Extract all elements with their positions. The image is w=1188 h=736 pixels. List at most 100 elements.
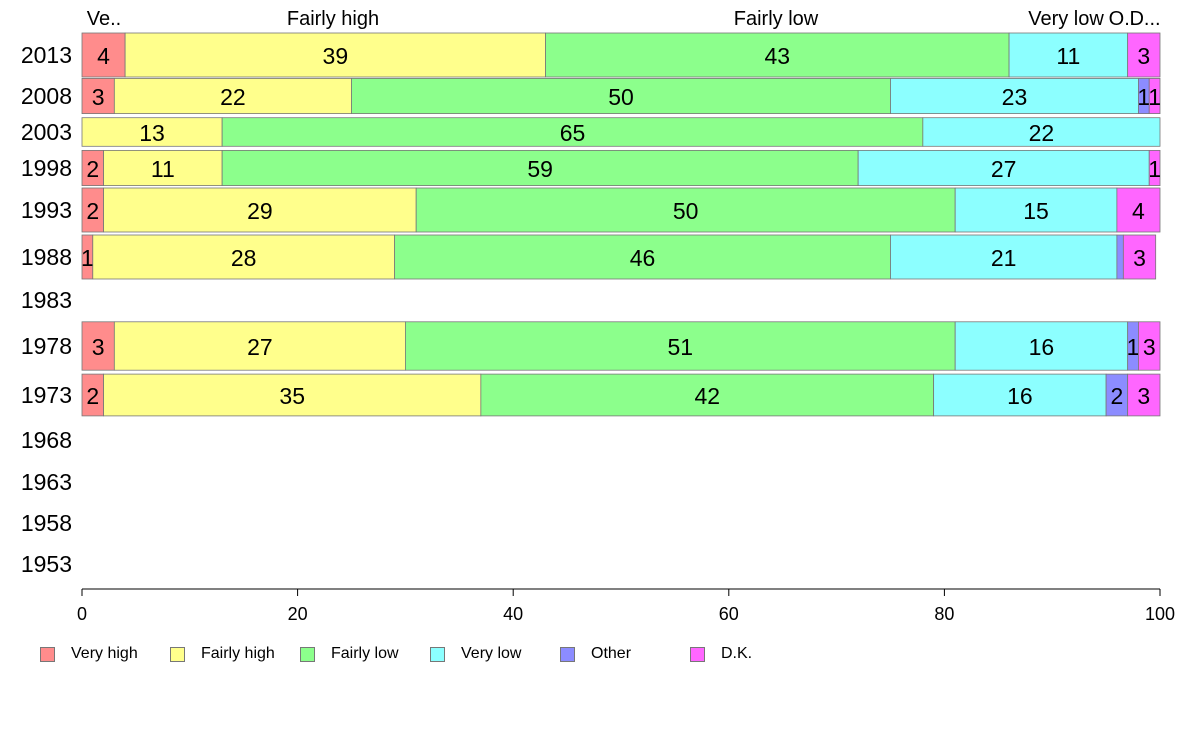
data-label: 22 [220,84,246,110]
data-label: 13 [139,120,165,146]
data-label: 1 [1148,156,1161,182]
bar-segment [81,78,115,115]
bar-segment [857,149,1150,186]
y-tick-label: 1998 [21,155,72,181]
y-tick-label: 2003 [21,119,72,145]
bar-segment [480,373,935,417]
legend-label: Very low [461,645,522,662]
bar-segment [954,187,1118,233]
bar-segment [113,321,406,371]
chart-legend: Very high Fairly high Fairly low Very low Ot… [40,645,1140,667]
data-label: 4 [97,43,110,69]
data-label: 4 [1132,198,1145,224]
data-label: 29 [247,198,273,224]
data-label: 1 [1137,84,1150,110]
y-tick-label: 1963 [21,469,72,495]
bar-segment [81,321,115,371]
y-tick-label: 1958 [21,510,72,536]
bar-segment [351,78,891,115]
bar-segment [103,187,417,233]
data-label: 3 [1143,334,1156,360]
legend-item: Very high [40,645,138,663]
data-label: 65 [560,120,586,146]
bar-segment [1138,321,1161,371]
bar-segment [124,32,546,78]
x-tick-label: 100 [1145,604,1175,624]
bar-segment [890,234,1118,280]
bar-segment [890,78,1139,115]
legend-label: Other [591,645,632,662]
data-label: 15 [1023,198,1049,224]
legend-label: Fairly low [331,645,399,662]
legend-swatch [690,646,705,662]
data-label: 42 [694,383,720,409]
bar-segment [221,117,924,147]
y-tick-label: 1983 [21,287,72,313]
bar-segment [113,78,352,115]
data-label: 11 [1056,43,1080,69]
data-label: 11 [151,156,175,182]
legend-item: Fairly low [300,645,399,663]
x-tick-label: 60 [719,604,739,624]
bar-segment [1148,78,1161,115]
bar-segment [103,149,223,186]
bar-segment [1116,187,1161,233]
data-label: 3 [1137,383,1150,409]
bar-segment [415,187,956,233]
legend-swatch [560,646,575,662]
bar-segment [1148,149,1161,186]
y-tick-label: 1988 [21,244,72,270]
legend-swatch [300,646,315,662]
bar-segment [221,149,859,186]
series-top-label: Ve.. [87,8,121,30]
bar-segment [103,373,482,417]
data-label: 2 [86,156,99,182]
data-label: 59 [527,156,553,182]
data-label: 23 [1002,84,1028,110]
data-label: 50 [608,84,634,110]
bar-segment [933,373,1107,417]
series-top-label: Fairly low [734,8,819,30]
y-tick-label: 1968 [21,427,72,453]
y-tick-label: 2008 [21,83,72,109]
data-label: 27 [247,334,273,360]
y-tick-label: 1973 [21,382,72,408]
data-label: 16 [1029,334,1055,360]
series-top-label: Fairly high [287,8,379,30]
legend-label: D.K. [721,645,753,662]
data-label: 3 [92,84,105,110]
legend-swatch [40,646,55,662]
data-label: 1 [81,245,94,271]
series-top-label: O.. [1109,8,1136,30]
data-label: 27 [991,156,1017,182]
data-label: 39 [323,43,349,69]
data-label: 43 [765,43,791,69]
data-label: 2 [86,198,99,224]
data-label: 2 [86,383,99,409]
data-label: 21 [991,245,1017,271]
x-tick-label: 20 [288,604,308,624]
data-label: 22 [1029,120,1055,146]
data-label: 3 [1133,245,1146,271]
data-label: 35 [279,383,305,409]
data-label: 1 [1127,334,1140,360]
data-label: 46 [630,245,656,271]
data-label: 50 [673,198,699,224]
y-tick-label: 2013 [21,42,72,68]
x-tick-label: 0 [77,604,87,624]
legend-item: Other [560,645,631,663]
legend-swatch [430,646,445,662]
series-top-label: D... [1129,8,1160,30]
bar-segment [394,234,891,280]
data-label: 3 [92,334,105,360]
bar-segment [92,234,396,280]
x-tick-label: 40 [503,604,523,624]
x-tick-label: 80 [934,604,954,624]
legend-item: Fairly high [170,645,275,663]
bar-segment [545,32,1010,78]
bar-segment [404,321,956,371]
bar-segment [1008,32,1129,78]
data-label: 28 [231,245,257,271]
bar-segment [81,32,126,78]
series-top-label: Very low [1028,8,1104,30]
